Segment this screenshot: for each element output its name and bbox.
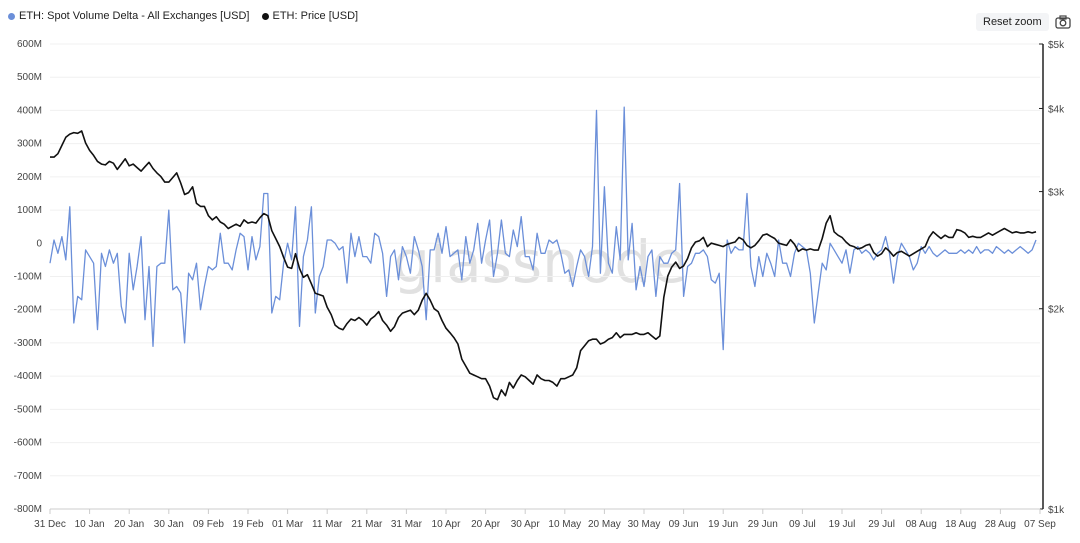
left-axis-tick-label: -700M bbox=[14, 471, 42, 482]
x-axis-tick-label: 20 May bbox=[588, 519, 621, 530]
grid-lines bbox=[50, 43, 1040, 510]
left-axis-tick-label: 400M bbox=[17, 105, 42, 116]
left-axis-tick-label: -300M bbox=[14, 338, 42, 349]
right-axis: $5k $4k $3k $2k $1k bbox=[1039, 40, 1065, 516]
series-line-spot-volume-delta bbox=[49, 106, 1037, 351]
x-axis-tick-label: 08 Aug bbox=[906, 519, 937, 530]
x-axis-tick-label: 09 Feb bbox=[193, 519, 225, 530]
legend-label-price: ETH: Price [USD] bbox=[272, 10, 359, 22]
x-axis-tick-label: 01 Mar bbox=[272, 519, 304, 530]
left-axis: 600M 500M 400M 300M 200M 100M 0 -100M -200M -300M… bbox=[14, 39, 43, 515]
x-axis-tick-label: 11 Mar bbox=[312, 519, 343, 530]
watermark-text: glassnode bbox=[393, 228, 687, 296]
x-axis-tick-label: 29 Jun bbox=[748, 519, 778, 530]
left-axis-tick-label: 200M bbox=[17, 172, 42, 183]
right-axis-tick-label: $3k bbox=[1048, 188, 1065, 199]
legend-dot-black bbox=[261, 12, 269, 20]
left-axis-tick-label: 0 bbox=[36, 238, 42, 249]
x-axis-tick-label: 31 Dec bbox=[34, 519, 66, 530]
x-axis-tick-label: 30 Jan bbox=[154, 519, 184, 530]
x-axis-tick-label: 31 Mar bbox=[391, 519, 423, 530]
x-axis-tick-label: 09 Jun bbox=[669, 519, 699, 530]
x-axis-tick-label: 07 Sep bbox=[1024, 519, 1056, 530]
left-axis-tick-label: -100M bbox=[14, 272, 42, 283]
x-axis-tick-label: 30 May bbox=[628, 519, 661, 530]
legend: ETH: Spot Volume Delta - All Exchanges [… bbox=[8, 10, 358, 22]
left-axis-tick-label: -500M bbox=[14, 404, 42, 415]
right-axis-tick-label: $2k bbox=[1048, 305, 1065, 316]
x-axis-tick-label: 10 Apr bbox=[432, 519, 462, 530]
x-axis-tick-label: 19 Feb bbox=[232, 519, 264, 530]
reset-zoom-button[interactable]: Reset zoom bbox=[976, 13, 1049, 31]
left-axis-tick-label: 100M bbox=[17, 205, 42, 216]
left-axis-tick-label: 600M bbox=[17, 39, 42, 50]
legend-item-price[interactable]: ETH: Price [USD] bbox=[261, 10, 359, 22]
left-axis-tick-label: -400M bbox=[14, 371, 42, 382]
legend-item-spot-volume-delta[interactable]: ETH: Spot Volume Delta - All Exchanges [… bbox=[8, 10, 250, 22]
x-axis-tick-label: 19 Jul bbox=[829, 519, 856, 530]
x-axis-tick-label: 28 Aug bbox=[985, 519, 1016, 530]
left-axis-tick-label: 300M bbox=[17, 139, 42, 150]
x-axis-tick-label: 19 Jun bbox=[708, 519, 738, 530]
x-axis-tick-label: 20 Apr bbox=[471, 519, 501, 530]
right-axis-tick-label: $5k bbox=[1048, 40, 1065, 51]
left-axis-tick-label: 500M bbox=[17, 72, 42, 83]
x-axis-tick-label: 18 Aug bbox=[945, 519, 976, 530]
x-axis-tick-label: 30 Apr bbox=[511, 519, 541, 530]
x-axis-tick-label: 10 May bbox=[548, 519, 581, 530]
x-axis-tick-label: 20 Jan bbox=[114, 519, 144, 530]
left-axis-tick-label: -200M bbox=[14, 305, 42, 316]
left-axis-tick-label: -800M bbox=[14, 504, 42, 515]
right-axis-tick-label: $4k bbox=[1048, 104, 1065, 115]
x-axis: 31 Dec 10 Jan 20 Jan 30 Jan 09 Feb 19 Feb 01 M… bbox=[34, 508, 1056, 530]
left-axis-tick-label: -600M bbox=[14, 438, 42, 449]
series-line-price bbox=[50, 130, 1037, 401]
legend-dot-blue bbox=[8, 12, 15, 20]
x-axis-tick-label: 29 Jul bbox=[868, 519, 895, 530]
x-axis-tick-label: 21 Mar bbox=[351, 519, 383, 530]
right-axis-tick-label: $1k bbox=[1048, 505, 1065, 516]
x-axis-tick-label: 09 Jul bbox=[789, 519, 816, 530]
camera-icon[interactable] bbox=[1054, 14, 1072, 30]
legend-label-spot-volume-delta: ETH: Spot Volume Delta - All Exchanges [… bbox=[19, 10, 250, 22]
x-axis-tick-label: 10 Jan bbox=[75, 519, 105, 530]
